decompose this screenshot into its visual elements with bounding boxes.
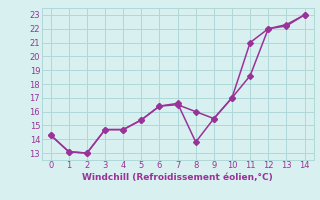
X-axis label: Windchill (Refroidissement éolien,°C): Windchill (Refroidissement éolien,°C) bbox=[82, 173, 273, 182]
